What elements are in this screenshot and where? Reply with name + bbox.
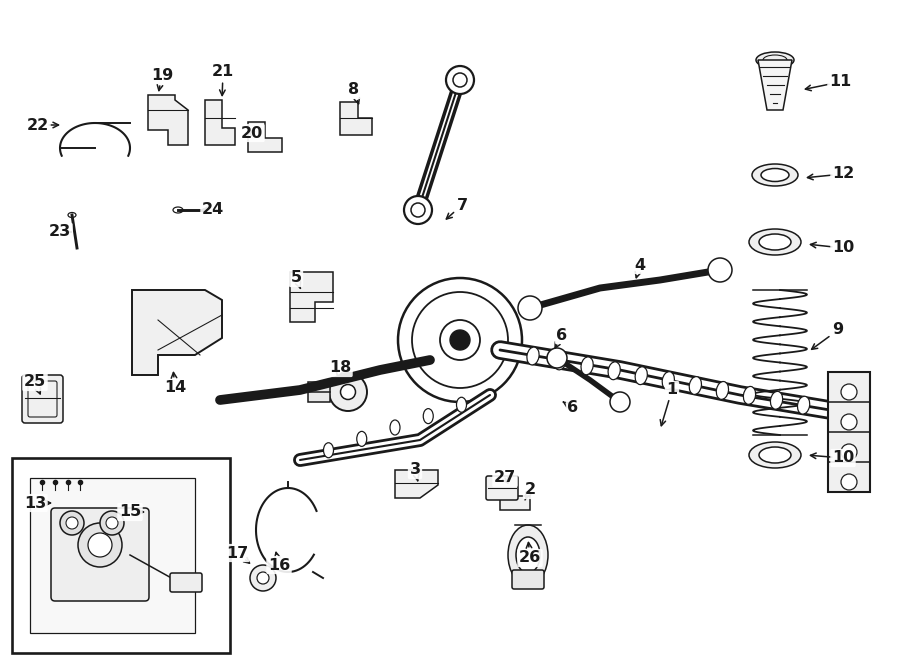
Circle shape (60, 511, 84, 535)
Circle shape (841, 444, 857, 460)
Polygon shape (758, 60, 792, 110)
Text: 26: 26 (519, 551, 541, 566)
Ellipse shape (716, 381, 728, 399)
Text: 25: 25 (24, 375, 46, 389)
Polygon shape (340, 102, 372, 135)
Ellipse shape (390, 420, 400, 435)
Ellipse shape (752, 164, 798, 186)
Ellipse shape (761, 169, 789, 182)
Ellipse shape (323, 443, 334, 458)
Circle shape (547, 348, 567, 368)
Text: 12: 12 (832, 167, 854, 182)
Ellipse shape (68, 212, 76, 217)
Text: 6: 6 (567, 401, 579, 416)
Ellipse shape (756, 52, 794, 68)
Ellipse shape (662, 371, 674, 389)
Ellipse shape (770, 391, 783, 409)
Circle shape (841, 384, 857, 400)
FancyBboxPatch shape (51, 508, 149, 601)
Circle shape (411, 203, 425, 217)
Circle shape (450, 330, 470, 350)
Ellipse shape (423, 408, 433, 424)
Ellipse shape (759, 447, 791, 463)
Text: 3: 3 (410, 463, 420, 477)
Text: 1: 1 (666, 383, 678, 397)
Ellipse shape (340, 385, 356, 399)
Ellipse shape (202, 208, 208, 212)
Circle shape (518, 296, 542, 320)
Polygon shape (132, 290, 222, 375)
Ellipse shape (743, 387, 756, 405)
Ellipse shape (749, 442, 801, 468)
Text: 21: 21 (212, 65, 234, 79)
Text: 27: 27 (494, 471, 516, 485)
Circle shape (708, 258, 732, 282)
Text: 20: 20 (241, 126, 263, 141)
Text: 22: 22 (27, 118, 50, 132)
Polygon shape (500, 482, 530, 510)
Bar (308, 382, 330, 402)
Polygon shape (290, 272, 333, 322)
Text: 10: 10 (832, 241, 854, 256)
Text: 5: 5 (291, 270, 302, 286)
Ellipse shape (329, 373, 367, 411)
Circle shape (257, 572, 269, 584)
FancyBboxPatch shape (512, 570, 544, 589)
Circle shape (100, 511, 124, 535)
Ellipse shape (581, 357, 593, 375)
Circle shape (404, 196, 432, 224)
Text: 14: 14 (164, 381, 186, 395)
Text: 16: 16 (268, 557, 290, 572)
Text: 11: 11 (829, 75, 851, 89)
Polygon shape (148, 95, 188, 145)
Text: 8: 8 (348, 83, 360, 98)
Ellipse shape (456, 397, 466, 412)
Ellipse shape (797, 397, 810, 414)
Circle shape (250, 565, 276, 591)
Polygon shape (248, 122, 282, 152)
Polygon shape (395, 470, 438, 498)
Text: 10: 10 (832, 451, 854, 465)
Ellipse shape (635, 367, 647, 385)
Ellipse shape (526, 347, 539, 365)
Text: 18: 18 (328, 360, 351, 375)
Circle shape (78, 523, 122, 567)
Ellipse shape (554, 352, 566, 370)
Text: 15: 15 (119, 504, 141, 520)
Circle shape (88, 533, 112, 557)
Circle shape (446, 66, 474, 94)
FancyBboxPatch shape (486, 476, 518, 500)
Circle shape (453, 73, 467, 87)
Ellipse shape (508, 525, 548, 585)
Ellipse shape (608, 362, 620, 379)
Text: 19: 19 (151, 67, 173, 83)
FancyBboxPatch shape (22, 375, 63, 423)
FancyBboxPatch shape (170, 573, 202, 592)
Polygon shape (205, 100, 235, 145)
Text: 13: 13 (24, 496, 46, 510)
Text: 6: 6 (556, 327, 568, 342)
Ellipse shape (689, 377, 701, 395)
Circle shape (841, 414, 857, 430)
Text: 2: 2 (525, 483, 535, 498)
Ellipse shape (759, 234, 791, 250)
Circle shape (610, 392, 630, 412)
Circle shape (106, 517, 118, 529)
Text: 4: 4 (634, 258, 645, 272)
Ellipse shape (356, 432, 367, 446)
Ellipse shape (516, 537, 540, 573)
Text: 17: 17 (226, 545, 248, 561)
Text: 7: 7 (456, 198, 468, 212)
Ellipse shape (173, 207, 183, 213)
Ellipse shape (749, 229, 801, 255)
Text: 9: 9 (832, 323, 843, 338)
Bar (828, 372, 870, 492)
Circle shape (841, 474, 857, 490)
Circle shape (66, 517, 78, 529)
Text: 23: 23 (49, 225, 71, 239)
Bar (12, 458, 230, 653)
Bar (30, 478, 195, 633)
Text: 24: 24 (202, 202, 224, 217)
